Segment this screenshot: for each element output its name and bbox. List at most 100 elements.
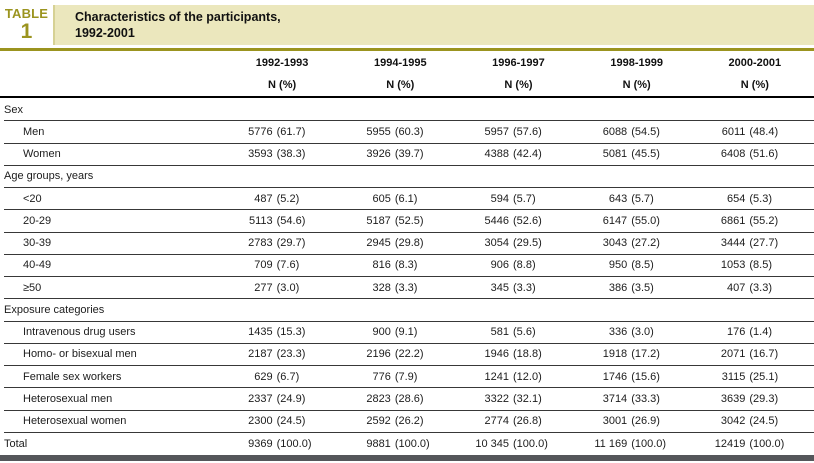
table-row: Intravenous drug users 1435 (15.3) 900 (9.1)… <box>4 322 814 344</box>
row-label: Homo- or bisexual men <box>23 348 137 361</box>
percent-value: (52.6) <box>513 214 542 227</box>
value-cell: 3593 (38.3) <box>223 148 341 160</box>
count-value: 900 <box>372 326 391 339</box>
value-cell: 2774 (26.8) <box>459 415 577 427</box>
count-value: 3043 <box>602 237 628 250</box>
value-cell: 654 (5.3) <box>696 193 814 205</box>
value-cell: 407 (3.3) <box>696 282 814 294</box>
percent-value: (27.2) <box>631 237 660 250</box>
percent-value: (29.8) <box>394 237 424 250</box>
row-label: 20-29 <box>23 214 52 227</box>
table-title-line1: Characteristics of the participants, <box>75 10 281 24</box>
percent-value: (60.3) <box>394 125 424 138</box>
value-cell: 6011 (48.4) <box>696 126 814 138</box>
percent-value: (27.7) <box>749 237 779 250</box>
column-npct-label: N (%) <box>386 79 415 91</box>
header-divider <box>0 96 814 98</box>
value-cell: 629 (6.7) <box>223 371 341 383</box>
percent-value: (17.2) <box>631 348 660 361</box>
value-cell: 5957 (57.6) <box>459 126 577 138</box>
table-title-line2: 1992-2001 <box>75 26 135 40</box>
count-value: 6861 <box>720 214 746 227</box>
count-value: 643 <box>608 192 628 205</box>
count-value: 336 <box>608 326 628 339</box>
count-value: 328 <box>372 281 391 294</box>
row-label: Women <box>23 148 61 161</box>
percent-value: (3.3) <box>749 281 772 294</box>
table-rows: Sex Men 5776 (61.7) 5955 (60.3) 5957 (57.6) 6088… <box>0 99 814 455</box>
value-cell: 12419 (100.0) <box>696 438 814 450</box>
count-value: 1946 <box>484 348 509 361</box>
count-value: 10 345 <box>475 437 509 450</box>
table-number: 1 <box>20 20 33 43</box>
count-value: 816 <box>372 259 391 272</box>
value-cell: 5776 (61.7) <box>223 126 341 138</box>
table-caption: TABLE 1 Characteristics of the participa… <box>0 5 814 45</box>
value-cell: 1435 (15.3) <box>223 326 341 338</box>
percent-value: (29.5) <box>513 237 542 250</box>
percent-value: (26.8) <box>513 415 542 428</box>
count-value: 2945 <box>366 237 391 250</box>
percent-value: (32.1) <box>513 392 542 405</box>
value-cell: 4388 (42.4) <box>459 148 577 160</box>
value-cell: 5446 (52.6) <box>459 215 577 227</box>
value-cell: 3926 (39.7) <box>341 148 459 160</box>
row-label: ≥50 <box>23 281 42 294</box>
percent-value: (51.6) <box>749 148 779 161</box>
value-cell: 6088 (54.5) <box>578 126 696 138</box>
count-value: 5776 <box>248 125 273 138</box>
value-cell: 328 (3.3) <box>341 282 459 294</box>
value-cell: 386 (3.5) <box>578 282 696 294</box>
count-value: 12419 <box>714 437 746 450</box>
row-label: 40-49 <box>23 259 52 272</box>
percent-value: (7.6) <box>276 259 300 272</box>
table-row: 20-29 5113 (54.6) 5187 (52.5) 5446 (52.6) 6147(… <box>4 210 814 233</box>
total-row: Total 9369 (100.0) 9881 (100.0) 10 345 (100.0)… <box>4 433 814 455</box>
table-row: Men 5776 (61.7) 5955 (60.3) 5957 (57.6) 6088 (54… <box>4 121 814 144</box>
percent-value: (6.7) <box>276 370 300 383</box>
count-value: 5113 <box>248 214 273 227</box>
count-value: 3322 <box>484 392 509 405</box>
table-number-label: TABLE 1 <box>0 5 53 45</box>
row-label: 30-39 <box>23 237 52 250</box>
value-cell: 6861 (55.2) <box>696 215 814 227</box>
value-cell: 1918 (17.2) <box>578 348 696 360</box>
count-value: 950 <box>608 259 628 272</box>
percent-value: (7.9) <box>394 370 418 383</box>
value-cell: 176 (1.4) <box>696 326 814 338</box>
value-cell: 2945 (29.8) <box>341 237 459 249</box>
percent-value: (25.1) <box>749 370 779 383</box>
count-value: 5955 <box>366 125 391 138</box>
table-row: Female sex workers 629 (6.7) 776 (7.9) 1241 (1… <box>4 366 814 389</box>
count-value: 2071 <box>720 348 746 361</box>
count-value: 3714 <box>602 392 628 405</box>
count-value: 5446 <box>484 214 509 227</box>
percent-value: (3.3) <box>513 281 536 294</box>
value-cell: 709 (7.6) <box>223 259 341 271</box>
count-value: 5081 <box>602 148 628 161</box>
percent-value: (26.2) <box>394 415 424 428</box>
row-label: Age groups, years <box>4 170 94 183</box>
value-cell: 2196 (22.2) <box>341 348 459 360</box>
count-value: 386 <box>608 281 628 294</box>
row-label: Exposure categories <box>4 303 105 316</box>
count-value: 6088 <box>602 125 628 138</box>
value-cell: 2337 (24.9) <box>223 393 341 405</box>
value-cell: 1746 (15.6) <box>578 371 696 383</box>
section-header-row: Sex <box>4 99 814 122</box>
percent-value: (5.7) <box>513 192 536 205</box>
value-cell: 3001 (26.9) <box>578 415 696 427</box>
count-value: 3042 <box>720 415 746 428</box>
value-cell: 3322 (32.1) <box>459 393 577 405</box>
table-row: Homo- or bisexual men 2187 (23.3) 2196 (22.2… <box>4 344 814 366</box>
count-value: 6147 <box>602 214 628 227</box>
value-cell: 3043 (27.2) <box>578 237 696 249</box>
column-header-2: 1994-1995 N (%) <box>341 51 459 97</box>
percent-value: (48.4) <box>749 125 779 138</box>
count-value: 5957 <box>484 125 509 138</box>
table-row: Heterosexual women 2300 (24.5) 2592 (26.2) 27… <box>4 411 814 433</box>
section-header-row: Age groups, years <box>4 166 814 188</box>
percent-value: (3.0) <box>276 281 300 294</box>
table-bottom-bar <box>0 455 814 461</box>
percent-value: (29.3) <box>749 392 779 405</box>
